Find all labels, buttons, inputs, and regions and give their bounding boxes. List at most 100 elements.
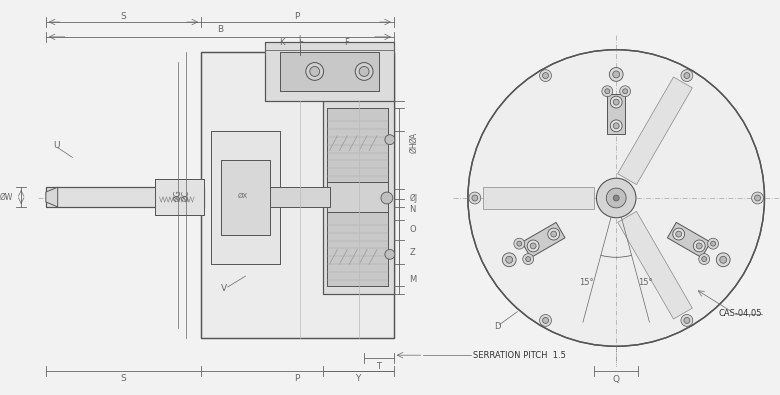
Bar <box>280 52 379 91</box>
Circle shape <box>530 243 536 249</box>
Text: S: S <box>120 374 126 384</box>
Text: 15°: 15° <box>580 278 594 286</box>
Circle shape <box>523 254 534 265</box>
Circle shape <box>613 195 619 201</box>
Text: O: O <box>410 225 417 234</box>
Text: V: V <box>221 284 227 293</box>
Circle shape <box>597 178 636 218</box>
Polygon shape <box>618 211 693 319</box>
Bar <box>154 179 204 215</box>
Bar <box>265 42 394 101</box>
Circle shape <box>613 71 619 78</box>
Circle shape <box>540 70 551 81</box>
Circle shape <box>551 231 557 237</box>
Bar <box>280 52 379 91</box>
Circle shape <box>606 188 626 208</box>
Text: B: B <box>217 25 223 34</box>
Circle shape <box>702 257 707 261</box>
Polygon shape <box>483 187 594 209</box>
Text: ØJ: ØJ <box>410 194 418 203</box>
Circle shape <box>306 62 324 80</box>
Bar <box>211 131 280 264</box>
Circle shape <box>681 70 693 81</box>
Text: ØG: ØG <box>174 189 183 201</box>
Circle shape <box>469 192 480 204</box>
Circle shape <box>681 314 693 326</box>
Bar <box>323 100 394 294</box>
Bar <box>327 182 388 212</box>
Circle shape <box>604 89 610 94</box>
Bar <box>221 160 270 235</box>
Bar <box>221 160 270 235</box>
Circle shape <box>613 99 619 105</box>
Text: K: K <box>279 38 285 47</box>
Text: T: T <box>377 361 381 371</box>
Polygon shape <box>618 77 693 184</box>
Circle shape <box>517 241 522 246</box>
Circle shape <box>381 192 393 204</box>
Circle shape <box>697 243 702 249</box>
Circle shape <box>468 50 764 346</box>
Circle shape <box>693 240 705 252</box>
Text: ØX: ØX <box>237 193 247 199</box>
Text: 15°: 15° <box>639 278 653 286</box>
Circle shape <box>472 195 478 201</box>
Circle shape <box>720 256 727 263</box>
Bar <box>46 187 204 207</box>
Circle shape <box>602 86 613 97</box>
Text: P: P <box>294 374 300 384</box>
Polygon shape <box>668 222 711 258</box>
Circle shape <box>622 89 628 94</box>
Text: P: P <box>294 11 300 21</box>
Bar <box>265 42 394 101</box>
Text: F: F <box>344 38 349 47</box>
Circle shape <box>540 314 551 326</box>
Circle shape <box>385 249 395 259</box>
Bar <box>201 52 394 339</box>
Bar <box>295 42 364 339</box>
Circle shape <box>514 238 525 249</box>
Circle shape <box>610 120 622 132</box>
Text: U: U <box>53 141 59 150</box>
Circle shape <box>673 228 685 240</box>
Circle shape <box>675 231 682 237</box>
Circle shape <box>707 238 718 249</box>
Circle shape <box>359 66 369 76</box>
Circle shape <box>310 66 320 76</box>
Bar <box>327 108 388 182</box>
Circle shape <box>613 123 619 129</box>
Bar <box>327 212 388 286</box>
Circle shape <box>711 241 715 246</box>
Polygon shape <box>522 222 565 258</box>
Text: ØH: ØH <box>410 142 419 153</box>
Bar <box>201 52 394 339</box>
Text: CAS-04,05: CAS-04,05 <box>718 309 761 318</box>
Circle shape <box>752 192 764 204</box>
Text: ØW: ØW <box>0 192 13 201</box>
Circle shape <box>527 240 539 252</box>
Text: Y: Y <box>356 374 361 384</box>
Circle shape <box>526 257 530 261</box>
Bar <box>270 187 329 207</box>
Text: N: N <box>410 205 416 214</box>
Text: ØC: ØC <box>182 190 190 201</box>
Circle shape <box>754 195 760 201</box>
Polygon shape <box>608 94 625 134</box>
Circle shape <box>716 253 730 267</box>
Text: M: M <box>410 275 417 284</box>
Text: ØA: ØA <box>410 132 419 143</box>
Circle shape <box>502 253 516 267</box>
Circle shape <box>505 256 512 263</box>
Circle shape <box>355 62 373 80</box>
Circle shape <box>610 96 622 108</box>
Bar <box>270 187 329 207</box>
Bar <box>327 212 388 286</box>
Circle shape <box>609 68 623 81</box>
Circle shape <box>684 73 690 79</box>
Circle shape <box>699 254 710 265</box>
Text: S: S <box>120 11 126 21</box>
Circle shape <box>543 318 548 324</box>
Circle shape <box>684 318 690 324</box>
Text: Q: Q <box>613 375 619 384</box>
Text: D: D <box>495 322 501 331</box>
